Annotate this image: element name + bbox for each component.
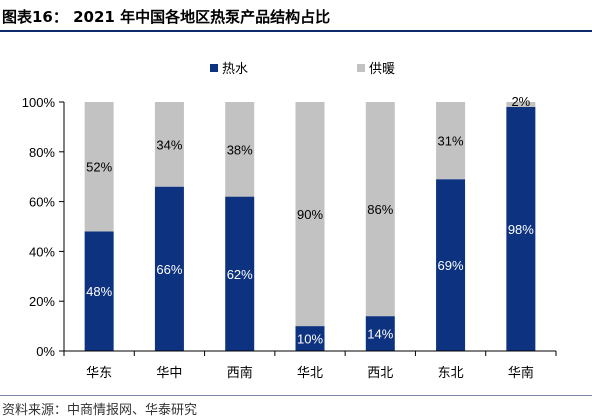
title-divider bbox=[0, 30, 592, 32]
y-tick-label-3: 60% bbox=[29, 195, 55, 210]
data-label-heating-0: 52% bbox=[86, 160, 112, 175]
bar-hotwater-0 bbox=[84, 231, 114, 351]
bar-hotwater-6 bbox=[506, 106, 536, 351]
data-label-hotwater-3: 10% bbox=[297, 332, 323, 347]
y-tick-label-5: 100% bbox=[22, 95, 56, 110]
x-tick-label-2: 西南 bbox=[227, 365, 253, 381]
source-note: 资料来源：中商情报网、华泰研究 bbox=[2, 403, 198, 418]
bar-heating-2 bbox=[225, 102, 255, 197]
legend-label-hotwater: 热水 bbox=[222, 62, 248, 77]
data-label-hotwater-4: 14% bbox=[367, 327, 393, 342]
data-label-hotwater-5: 69% bbox=[438, 258, 464, 273]
bar-hotwater-5 bbox=[436, 179, 466, 351]
data-label-heating-5: 31% bbox=[438, 134, 464, 149]
y-tick-label-0: 0% bbox=[36, 344, 55, 359]
y-tick-label-2: 40% bbox=[29, 244, 55, 259]
x-tick-label-1: 华中 bbox=[156, 366, 182, 381]
bar-hotwater-3 bbox=[295, 326, 325, 351]
source-divider bbox=[0, 395, 592, 396]
data-label-heating-3: 90% bbox=[297, 207, 323, 222]
stacked-bar-chart: 48% 52% 66% 34% 62% 38% 10% 90% 14% 86% 69% 31% 98% 2… bbox=[22, 62, 557, 381]
x-tick-label-0: 华东 bbox=[86, 366, 112, 381]
data-label-hotwater-0: 48% bbox=[86, 284, 112, 299]
data-label-hotwater-6: 98% bbox=[508, 222, 534, 237]
legend-swatch-hotwater bbox=[210, 64, 218, 72]
legend-label-heating: 供暖 bbox=[369, 62, 395, 77]
data-label-heating-4: 86% bbox=[367, 202, 393, 217]
bar-heating-4 bbox=[365, 102, 395, 317]
x-tick-label-5: 东北 bbox=[438, 366, 464, 381]
data-label-hotwater-1: 66% bbox=[156, 262, 182, 277]
bar-heating-3 bbox=[295, 102, 325, 327]
legend-swatch-heating bbox=[357, 64, 365, 72]
bar-hotwater-1 bbox=[154, 186, 184, 351]
bar-heating-0 bbox=[84, 102, 114, 232]
y-tick-label-1: 20% bbox=[29, 294, 55, 309]
x-tick-label-4: 西北 bbox=[367, 366, 393, 381]
data-label-heating-1: 34% bbox=[156, 137, 182, 152]
y-tick-label-4: 80% bbox=[29, 145, 55, 160]
figure-title: 图表16： 2021 年中国各地区热泵产品结构占比 bbox=[2, 8, 331, 26]
data-label-heating-2: 38% bbox=[227, 142, 253, 157]
data-label-hotwater-2: 62% bbox=[227, 267, 253, 282]
figure-title-bar: 图表16： 2021 年中国各地区热泵产品结构占比 bbox=[0, 0, 592, 30]
bar-heating-6 bbox=[506, 102, 536, 107]
bar-heating-5 bbox=[436, 102, 466, 180]
x-tick-label-6: 华南 bbox=[508, 365, 534, 381]
data-label-heating-6: 2% bbox=[511, 94, 530, 109]
x-tick-label-3: 华北 bbox=[297, 366, 323, 381]
bar-hotwater-2 bbox=[225, 196, 255, 351]
bar-hotwater-4 bbox=[365, 316, 395, 351]
bar-heating-1 bbox=[154, 102, 184, 187]
